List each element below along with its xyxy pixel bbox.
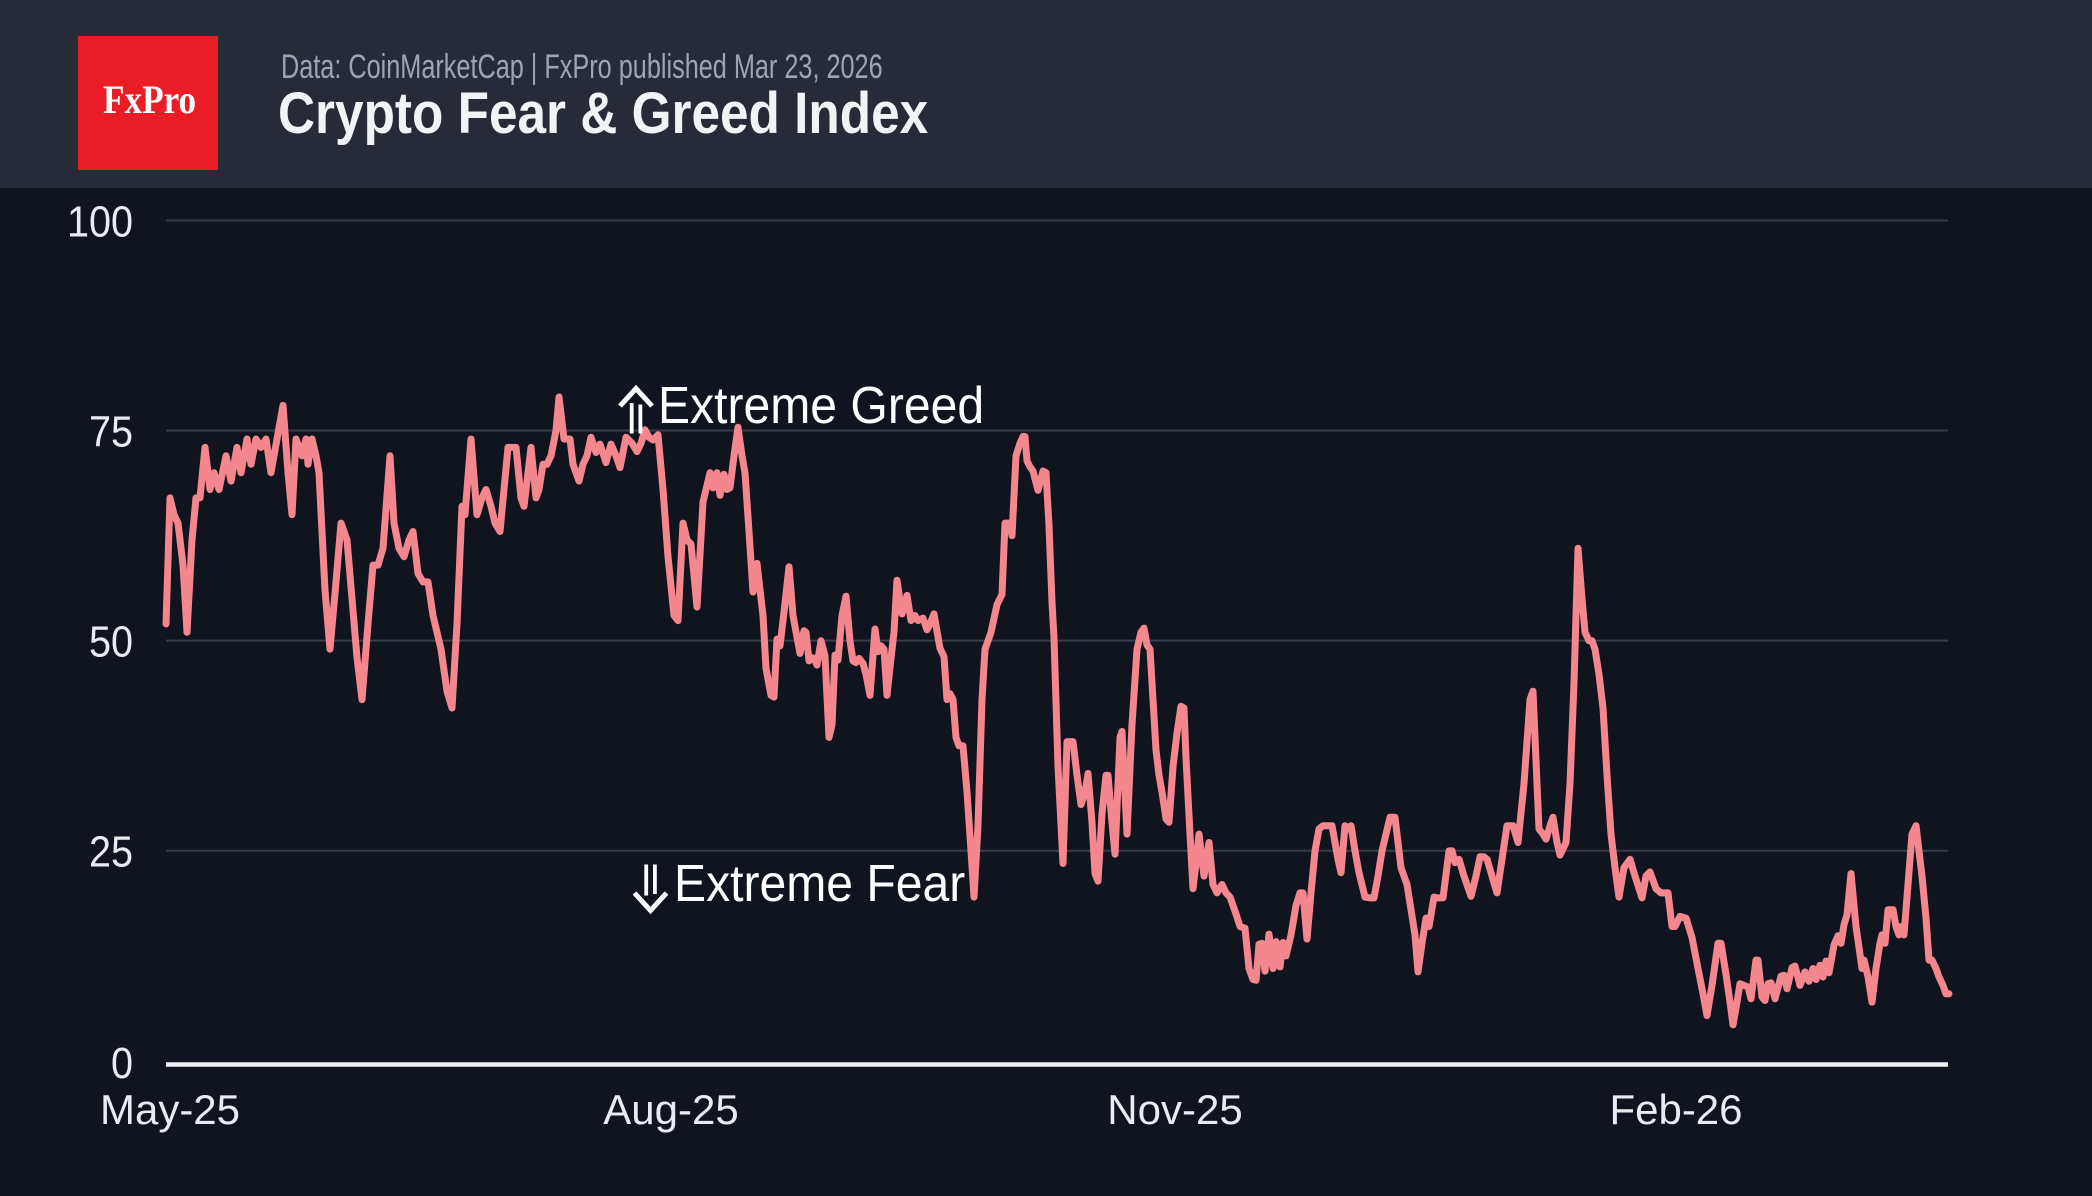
svg-text:Nov-25: Nov-25 [1107, 1086, 1242, 1133]
svg-text:Data: CoinMarketCap | FxPro pu: Data: CoinMarketCap | FxPro published Ma… [281, 48, 883, 85]
svg-text:0: 0 [111, 1038, 133, 1087]
svg-text:25: 25 [89, 827, 133, 876]
svg-text:FxPro: FxPro [103, 78, 196, 123]
svg-text:May-25: May-25 [100, 1086, 240, 1133]
svg-text:Aug-25: Aug-25 [603, 1086, 738, 1133]
svg-text:Crypto Fear & Greed Index: Crypto Fear & Greed Index [278, 80, 929, 146]
svg-text:100: 100 [67, 197, 133, 246]
svg-text:Extreme Greed: Extreme Greed [658, 376, 984, 434]
svg-text:75: 75 [89, 407, 133, 456]
svg-text:Feb-26: Feb-26 [1609, 1086, 1742, 1133]
svg-text:Extreme Fear: Extreme Fear [674, 854, 965, 912]
svg-text:50: 50 [89, 617, 133, 666]
